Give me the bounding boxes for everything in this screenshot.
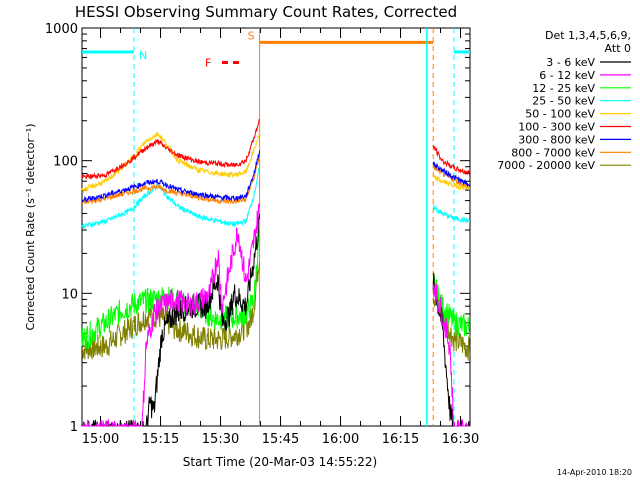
footer-timestamp: 14-Apr-2010 18:20	[557, 468, 632, 477]
y-tick-label: 10	[61, 287, 78, 302]
legend-header-line-2: Att 0	[605, 42, 631, 55]
legend-label-7000-20000-kev: 7000 - 20000 keV	[497, 159, 595, 172]
series-line-6-12-kev	[432, 283, 470, 427]
legend-label-800-7000-kev: 800 - 7000 keV	[511, 146, 595, 159]
x-tick-label: 16:00	[322, 432, 359, 447]
annotations: N S F	[82, 28, 470, 426]
series-line-25-50-kev	[432, 203, 471, 223]
legend-header-line-1: Det 1,3,4,5,6,9,	[545, 29, 631, 42]
flag-label-n: N	[139, 49, 147, 62]
series-line-50-100-kev	[432, 175, 471, 191]
y-axis-label: Corrected Count Rate (s⁻¹ detector⁻¹)	[24, 124, 37, 331]
series-line-25-50-kev	[81, 166, 261, 230]
plot-frame	[81, 27, 471, 427]
series-line-300-800-kev	[432, 161, 471, 188]
chart-title: HESSI Observing Summary Count Rates, Cor…	[75, 3, 457, 21]
x-tick-label: 15:45	[262, 432, 299, 447]
series-layer	[81, 118, 471, 428]
y-tick-label: 1	[70, 420, 78, 435]
y-tick-label: 1000	[45, 22, 78, 37]
x-tick-label: 15:15	[142, 432, 179, 447]
legend-label-300-800-kev: 300 - 800 keV	[518, 133, 595, 146]
legend-label-100-300-kev: 100 - 300 keV	[518, 121, 595, 134]
flag-label-s: S	[248, 29, 255, 42]
series-line-100-300-kev	[432, 145, 471, 176]
legend-label-12-25-kev: 12 - 25 keV	[532, 82, 595, 95]
series-line-7000-20000-kev	[81, 262, 261, 360]
legend-label-50-100-kev: 50 - 100 keV	[525, 108, 595, 121]
x-tick-label: 15:30	[202, 432, 239, 447]
series-line-300-800-kev	[81, 150, 261, 203]
x-axis: 15:00 15:15 15:30 15:45 16:00 16:15 16:30	[82, 28, 479, 447]
x-tick-label: 16:30	[442, 432, 479, 447]
flag-label-f: F	[205, 56, 211, 69]
series-line-6-12-kev	[82, 203, 261, 427]
x-axis-label: Start Time (20-Mar-03 14:55:22)	[183, 455, 377, 469]
series-line-100-300-kev	[81, 118, 260, 180]
x-tick-label: 15:00	[82, 432, 119, 447]
x-tick-label: 16:15	[382, 432, 419, 447]
y-tick-label: 100	[53, 155, 78, 170]
legend-label-25-50-kev: 25 - 50 keV	[532, 95, 595, 108]
legend-label-3-6-kev: 3 - 6 keV	[546, 56, 595, 69]
legend-label-6-12-kev: 6 - 12 keV	[539, 69, 595, 82]
